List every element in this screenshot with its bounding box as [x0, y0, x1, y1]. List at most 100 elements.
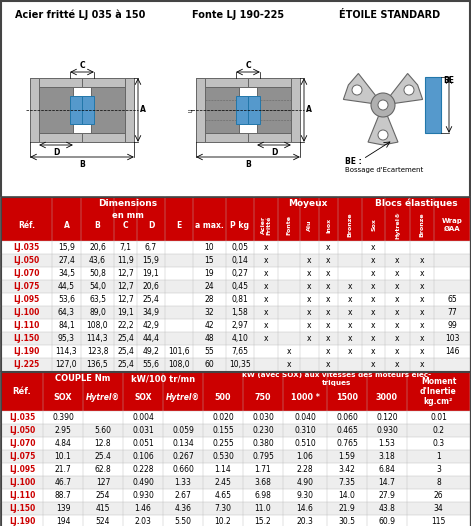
Text: 0.051: 0.051: [132, 439, 154, 448]
Text: 1.59: 1.59: [339, 452, 356, 461]
Text: 20,6: 20,6: [89, 243, 106, 252]
Text: Réf.: Réf.: [18, 220, 35, 229]
Bar: [1, 411, 470, 424]
Text: 42,9: 42,9: [143, 321, 160, 330]
Text: x: x: [326, 321, 331, 330]
Text: 0.004: 0.004: [132, 413, 154, 422]
Text: x: x: [348, 282, 352, 291]
Polygon shape: [390, 74, 422, 103]
Text: 0.490: 0.490: [132, 478, 154, 487]
Text: COUPLE Nm: COUPLE Nm: [55, 374, 111, 383]
Bar: [30, 133, 82, 142]
Text: Hytrel®: Hytrel®: [86, 393, 120, 402]
Circle shape: [371, 93, 395, 117]
Text: C: C: [245, 61, 251, 70]
Text: Acier
Fritté: Acier Fritté: [260, 215, 271, 235]
Text: x: x: [348, 334, 352, 343]
Text: 0.106: 0.106: [132, 452, 154, 461]
Text: 0.040: 0.040: [294, 413, 316, 422]
Text: 77: 77: [447, 308, 457, 317]
Text: 12.8: 12.8: [95, 439, 111, 448]
Text: 12,7: 12,7: [117, 269, 134, 278]
Text: 7,65: 7,65: [232, 347, 249, 356]
Text: x: x: [395, 334, 400, 343]
Text: x: x: [264, 269, 268, 278]
Text: kW/100 tr/mn: kW/100 tr/mn: [131, 374, 195, 383]
Text: LJ.050: LJ.050: [13, 256, 40, 265]
Text: x: x: [395, 295, 400, 304]
Text: Hytrel®: Hytrel®: [395, 211, 400, 239]
Text: x: x: [420, 321, 424, 330]
Text: 0.120: 0.120: [376, 413, 398, 422]
Text: 1.46: 1.46: [135, 504, 152, 513]
Text: 44,4: 44,4: [143, 334, 160, 343]
Text: x: x: [264, 321, 268, 330]
Text: 524: 524: [96, 517, 110, 526]
Text: 2.67: 2.67: [175, 491, 191, 500]
Text: 1500: 1500: [336, 393, 358, 402]
Text: 0.510: 0.510: [294, 439, 316, 448]
Bar: [327, 385, 367, 411]
Text: x: x: [307, 321, 312, 330]
Text: Fonte: Fonte: [286, 215, 292, 235]
Text: 194: 194: [56, 517, 70, 526]
Bar: [91, 87, 125, 133]
Text: 11.0: 11.0: [255, 504, 271, 513]
Bar: [1, 332, 470, 345]
Bar: [196, 78, 205, 142]
Text: 7,1: 7,1: [120, 243, 131, 252]
Text: 22,2: 22,2: [117, 321, 134, 330]
Text: 1.14: 1.14: [215, 465, 231, 474]
Text: x: x: [326, 360, 331, 369]
Text: 0.465: 0.465: [336, 426, 358, 435]
Text: 30.5: 30.5: [339, 517, 356, 526]
Text: x: x: [420, 269, 424, 278]
Bar: [1, 372, 470, 526]
Bar: [278, 209, 300, 241]
Text: 95,3: 95,3: [58, 334, 75, 343]
Text: 0.134: 0.134: [172, 439, 194, 448]
Text: 15,9: 15,9: [58, 243, 75, 252]
Text: E: E: [176, 220, 182, 229]
Text: 49,2: 49,2: [143, 347, 160, 356]
Text: 25,4: 25,4: [143, 295, 160, 304]
Text: 750: 750: [255, 393, 271, 402]
Bar: [248, 96, 260, 124]
Text: x: x: [395, 308, 400, 317]
Circle shape: [378, 130, 388, 140]
Text: 0.310: 0.310: [294, 426, 316, 435]
Text: 2,97: 2,97: [232, 321, 248, 330]
Text: LJ: LJ: [189, 108, 194, 113]
Text: x: x: [264, 243, 268, 252]
Bar: [1, 197, 254, 221]
Text: 114,3: 114,3: [87, 334, 108, 343]
Bar: [1, 197, 470, 371]
Bar: [82, 133, 134, 142]
Text: 25.4: 25.4: [95, 452, 112, 461]
Bar: [125, 78, 134, 142]
Text: 8: 8: [436, 478, 441, 487]
Bar: [1, 502, 470, 515]
Text: x: x: [307, 282, 312, 291]
Text: x: x: [264, 308, 268, 317]
Text: 0.765: 0.765: [336, 439, 358, 448]
Text: 14.0: 14.0: [339, 491, 356, 500]
Bar: [254, 197, 362, 209]
Text: 2.03: 2.03: [135, 517, 152, 526]
Text: x: x: [371, 347, 376, 356]
Bar: [236, 96, 248, 124]
Text: B: B: [95, 220, 100, 229]
Text: Bossage d'Ecartement: Bossage d'Ecartement: [345, 167, 423, 173]
Text: 0.530: 0.530: [212, 452, 234, 461]
Text: x: x: [371, 282, 376, 291]
Bar: [1, 437, 470, 450]
Polygon shape: [368, 116, 398, 145]
Text: 0.030: 0.030: [252, 413, 274, 422]
Text: 20,6: 20,6: [143, 282, 160, 291]
Text: 10,35: 10,35: [229, 360, 251, 369]
Text: 14.6: 14.6: [297, 504, 313, 513]
Text: 9.30: 9.30: [297, 491, 314, 500]
Text: 6.84: 6.84: [379, 465, 396, 474]
Polygon shape: [343, 74, 375, 103]
Text: a max.: a max.: [195, 220, 224, 229]
